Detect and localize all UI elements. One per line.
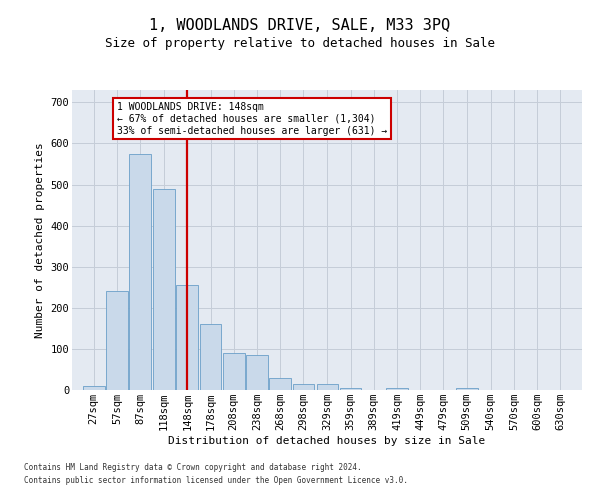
Text: 1 WOODLANDS DRIVE: 148sqm
← 67% of detached houses are smaller (1,304)
33% of se: 1 WOODLANDS DRIVE: 148sqm ← 67% of detac…: [117, 102, 387, 136]
Bar: [293, 384, 314, 390]
Y-axis label: Number of detached properties: Number of detached properties: [35, 142, 45, 338]
Bar: [340, 388, 361, 390]
Bar: [106, 292, 128, 390]
Bar: [129, 154, 151, 390]
Bar: [456, 388, 478, 390]
Text: Contains HM Land Registry data © Crown copyright and database right 2024.: Contains HM Land Registry data © Crown c…: [24, 464, 362, 472]
Text: 1, WOODLANDS DRIVE, SALE, M33 3PQ: 1, WOODLANDS DRIVE, SALE, M33 3PQ: [149, 18, 451, 32]
Bar: [223, 353, 245, 390]
Bar: [269, 378, 291, 390]
Bar: [317, 384, 338, 390]
Text: Contains public sector information licensed under the Open Government Licence v3: Contains public sector information licen…: [24, 476, 408, 485]
Bar: [246, 355, 268, 390]
X-axis label: Distribution of detached houses by size in Sale: Distribution of detached houses by size …: [169, 436, 485, 446]
Bar: [386, 388, 408, 390]
Bar: [176, 285, 198, 390]
Bar: [200, 324, 221, 390]
Bar: [83, 386, 104, 390]
Bar: [153, 188, 175, 390]
Text: Size of property relative to detached houses in Sale: Size of property relative to detached ho…: [105, 38, 495, 51]
